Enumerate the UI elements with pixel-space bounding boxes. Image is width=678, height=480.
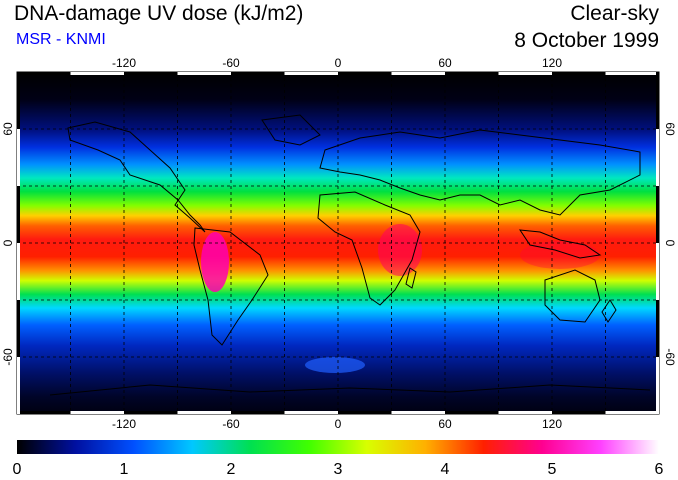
sky-condition-label: Clear-sky (570, 2, 659, 25)
frame-bar-left (17, 186, 20, 243)
frame-bar-right (656, 243, 659, 300)
colorbar-tick-label: 5 (548, 461, 557, 478)
lon-tick-label-bottom: 120 (542, 417, 562, 431)
frame-bar-top (605, 72, 659, 75)
frame-bar-top (124, 72, 178, 75)
latitude-labels-left: 60 0 -60 (1, 122, 15, 366)
lon-tick-label-top: 60 (438, 56, 452, 70)
lat-tick-label-right: 0 (663, 240, 677, 247)
frame-bar-top (17, 72, 71, 75)
frame-tick-bars (17, 72, 659, 414)
frame-bar-right (656, 186, 659, 243)
source-label: MSR - KNMI (16, 31, 106, 48)
frame-bar-top (284, 72, 338, 75)
frame-bar-bottom (70, 411, 124, 414)
lat-tick-label-right: 60 (663, 122, 677, 136)
uv-field-variations (201, 224, 600, 373)
colorbar-tick-labels: 0 1 2 3 4 5 6 (13, 461, 664, 478)
lon-tick-label-top: 120 (542, 56, 562, 70)
lon-tick-label-top: -60 (222, 56, 240, 70)
lon-tick-label-bottom: 0 (335, 417, 342, 431)
colorbar (17, 440, 659, 454)
frame-bar-top (391, 72, 445, 75)
frame-bar-bottom (284, 411, 338, 414)
colorbar-tick-label: 4 (441, 461, 450, 478)
lat-tick-label-left: -60 (1, 348, 15, 366)
coastlines (49, 114, 651, 396)
frame-bar-top (552, 72, 606, 75)
lat-tick-label-left: 0 (1, 239, 15, 246)
frame-bar-bottom (124, 411, 178, 414)
frame-bar-bottom (498, 411, 552, 414)
colorbar-tick-label: 6 (655, 461, 664, 478)
frame-bar-right (656, 129, 659, 186)
colorbar-tick-label: 0 (13, 461, 22, 478)
colorbar-tick-label: 3 (334, 461, 343, 478)
frame-bar-top (70, 72, 124, 75)
date-label: 8 October 1999 (514, 29, 659, 52)
lat-tick-label-left: 60 (1, 122, 15, 136)
frame-bar-bottom (17, 411, 71, 414)
frame-bar-right (656, 357, 659, 414)
lon-tick-label-top: -120 (112, 56, 136, 70)
frame-bar-top (177, 72, 231, 75)
frame-bar-left (17, 129, 20, 186)
colorbar-tick-label: 1 (120, 461, 129, 478)
frame-bar-bottom (445, 411, 499, 414)
lat-tick-label-right: -60 (663, 348, 677, 366)
lon-tick-label-top: 0 (335, 56, 342, 70)
frame-bar-right (656, 300, 659, 357)
lon-tick-label-bottom: -120 (112, 417, 136, 431)
frame-bar-left (17, 357, 20, 414)
frame-bar-top (445, 72, 499, 75)
frame-bar-left (17, 243, 20, 300)
frame-bar-right (656, 72, 659, 129)
frame-bar-bottom (338, 411, 392, 414)
frame-bar-bottom (552, 411, 606, 414)
frame-bar-left (17, 300, 20, 357)
latitude-labels-right: 60 0 -60 (663, 122, 677, 366)
frame-bar-top (231, 72, 285, 75)
longitude-labels-top: -120 -60 0 60 120 (112, 56, 562, 70)
frame-bar-top (338, 72, 392, 75)
frame-bar-bottom (177, 411, 231, 414)
frame-bar-bottom (605, 411, 659, 414)
longitude-labels-bottom: -120 -60 0 60 120 (112, 417, 562, 431)
frame-bar-bottom (231, 411, 285, 414)
graticule (17, 72, 659, 414)
colorbar-tick-label: 2 (227, 461, 236, 478)
frame-bar-top (498, 72, 552, 75)
lon-tick-label-bottom: 60 (438, 417, 452, 431)
map-title: DNA-damage UV dose (kJ/m2) (14, 2, 304, 25)
lon-tick-label-bottom: -60 (222, 417, 240, 431)
frame-bar-left (17, 72, 20, 129)
frame-bar-bottom (391, 411, 445, 414)
